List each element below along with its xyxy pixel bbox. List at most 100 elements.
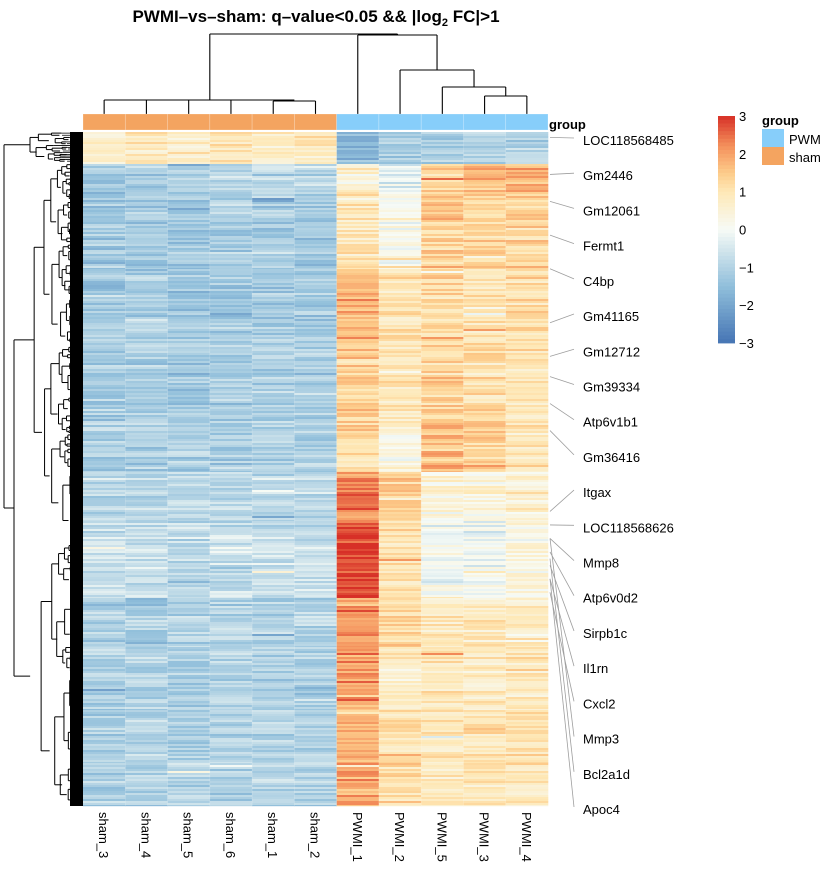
heatmap-cell xyxy=(167,701,211,704)
heatmap-cell xyxy=(463,533,507,536)
heatmap-cell xyxy=(252,620,295,623)
heatmap-cell xyxy=(505,188,549,191)
heatmap-cell xyxy=(167,765,211,768)
heatmap-cell xyxy=(83,512,126,515)
heatmap-cell xyxy=(83,476,126,479)
heatmap-cell xyxy=(83,234,126,237)
heatmap-cell xyxy=(421,403,464,406)
heatmap-cell xyxy=(209,581,253,584)
heatmap-cell xyxy=(336,506,380,509)
heatmap-cell xyxy=(252,697,295,700)
heatmap-cell xyxy=(209,198,253,201)
heatmap-cell xyxy=(421,273,464,276)
heatmap-cell xyxy=(167,323,211,326)
heatmap-cell xyxy=(463,573,507,576)
heatmap-cell xyxy=(83,269,126,272)
heatmap-cell xyxy=(505,268,549,270)
heatmap-cell xyxy=(294,612,337,615)
heatmap-cell xyxy=(252,331,295,334)
heatmap-cell xyxy=(421,401,464,404)
heatmap-cell xyxy=(336,325,380,328)
heatmap-cell xyxy=(252,453,295,456)
heatmap-cell xyxy=(505,591,549,594)
heatmap-cell xyxy=(294,718,337,721)
heatmap-cell xyxy=(294,484,337,487)
heatmap-cell xyxy=(294,381,337,384)
heatmap-cell xyxy=(505,399,549,402)
heatmap-cell xyxy=(378,486,422,489)
heatmap-cell xyxy=(125,563,168,566)
heatmap-cell xyxy=(294,210,337,213)
heatmap-cell xyxy=(336,677,380,680)
heatmap-cell xyxy=(505,317,549,320)
heatmap-cell xyxy=(209,799,253,802)
heatmap-cell xyxy=(421,411,464,414)
heatmap-cell xyxy=(505,527,549,530)
heatmap-cell xyxy=(252,669,295,672)
heatmap-cell xyxy=(83,638,126,641)
heatmap-cell xyxy=(421,718,464,721)
heatmap-cell xyxy=(83,355,126,358)
heatmap-cell xyxy=(421,198,464,201)
heatmap-cell xyxy=(252,419,295,422)
heatmap-cell xyxy=(83,642,126,645)
heatmap-cell xyxy=(463,604,507,607)
heatmap-cell xyxy=(125,433,168,436)
row-label-leader-line xyxy=(549,172,575,175)
heatmap-cell xyxy=(378,198,422,201)
heatmap-cell xyxy=(167,604,211,607)
heatmap-cell xyxy=(83,341,126,344)
heatmap-cell xyxy=(336,628,380,631)
heatmap-cell xyxy=(83,644,126,647)
heatmap-cell xyxy=(252,783,295,786)
heatmap-cell xyxy=(167,381,211,384)
heatmap-cell xyxy=(463,303,507,306)
heatmap-cell xyxy=(125,679,168,682)
heatmap-cell xyxy=(505,365,549,368)
heatmap-cell xyxy=(505,132,549,135)
color-scale-step xyxy=(718,259,735,264)
heatmap-cell xyxy=(336,508,380,511)
heatmap-cell xyxy=(167,176,211,179)
heatmap-cell xyxy=(209,573,253,576)
heatmap-cell xyxy=(421,375,464,378)
heatmap-cell xyxy=(125,585,168,588)
heatmap-cell xyxy=(378,455,422,458)
heatmap-cell xyxy=(505,775,549,778)
heatmap-cell xyxy=(252,208,295,211)
heatmap-cell xyxy=(125,799,168,802)
heatmap-cell xyxy=(294,182,337,185)
heatmap-cell xyxy=(421,204,464,207)
heatmap-cell xyxy=(463,375,507,378)
heatmap-cell xyxy=(294,248,337,251)
heatmap-cell xyxy=(167,449,211,452)
heatmap-cell xyxy=(294,714,337,717)
heatmap-cell xyxy=(463,132,507,135)
heatmap-cell xyxy=(252,144,295,147)
heatmap-cell xyxy=(167,421,211,424)
heatmap-cell xyxy=(378,200,422,203)
heatmap-cell xyxy=(209,291,253,294)
heatmap-cell xyxy=(252,337,295,340)
heatmap-cell xyxy=(294,655,337,658)
heatmap-cell xyxy=(125,539,168,542)
heatmap-cell xyxy=(252,357,295,360)
heatmap-cell xyxy=(378,750,422,753)
heatmap-cell xyxy=(505,472,549,475)
heatmap-cell xyxy=(83,783,126,786)
heatmap-cell xyxy=(421,307,464,310)
heatmap-cell xyxy=(421,687,464,690)
heatmap-cell xyxy=(336,224,380,227)
heatmap-cell xyxy=(463,297,507,300)
heatmap-cell xyxy=(336,313,380,316)
column-label: sham_6 xyxy=(223,812,238,858)
heatmap-cell xyxy=(167,732,211,735)
heatmap-cell xyxy=(83,208,126,211)
heatmap-cell xyxy=(209,449,253,452)
heatmap-cell xyxy=(167,514,211,517)
heatmap-cell xyxy=(167,465,211,468)
heatmap-cell xyxy=(505,533,549,536)
heatmap-cell xyxy=(125,156,168,159)
heatmap-cell xyxy=(294,361,337,364)
heatmap-cell xyxy=(463,244,507,247)
